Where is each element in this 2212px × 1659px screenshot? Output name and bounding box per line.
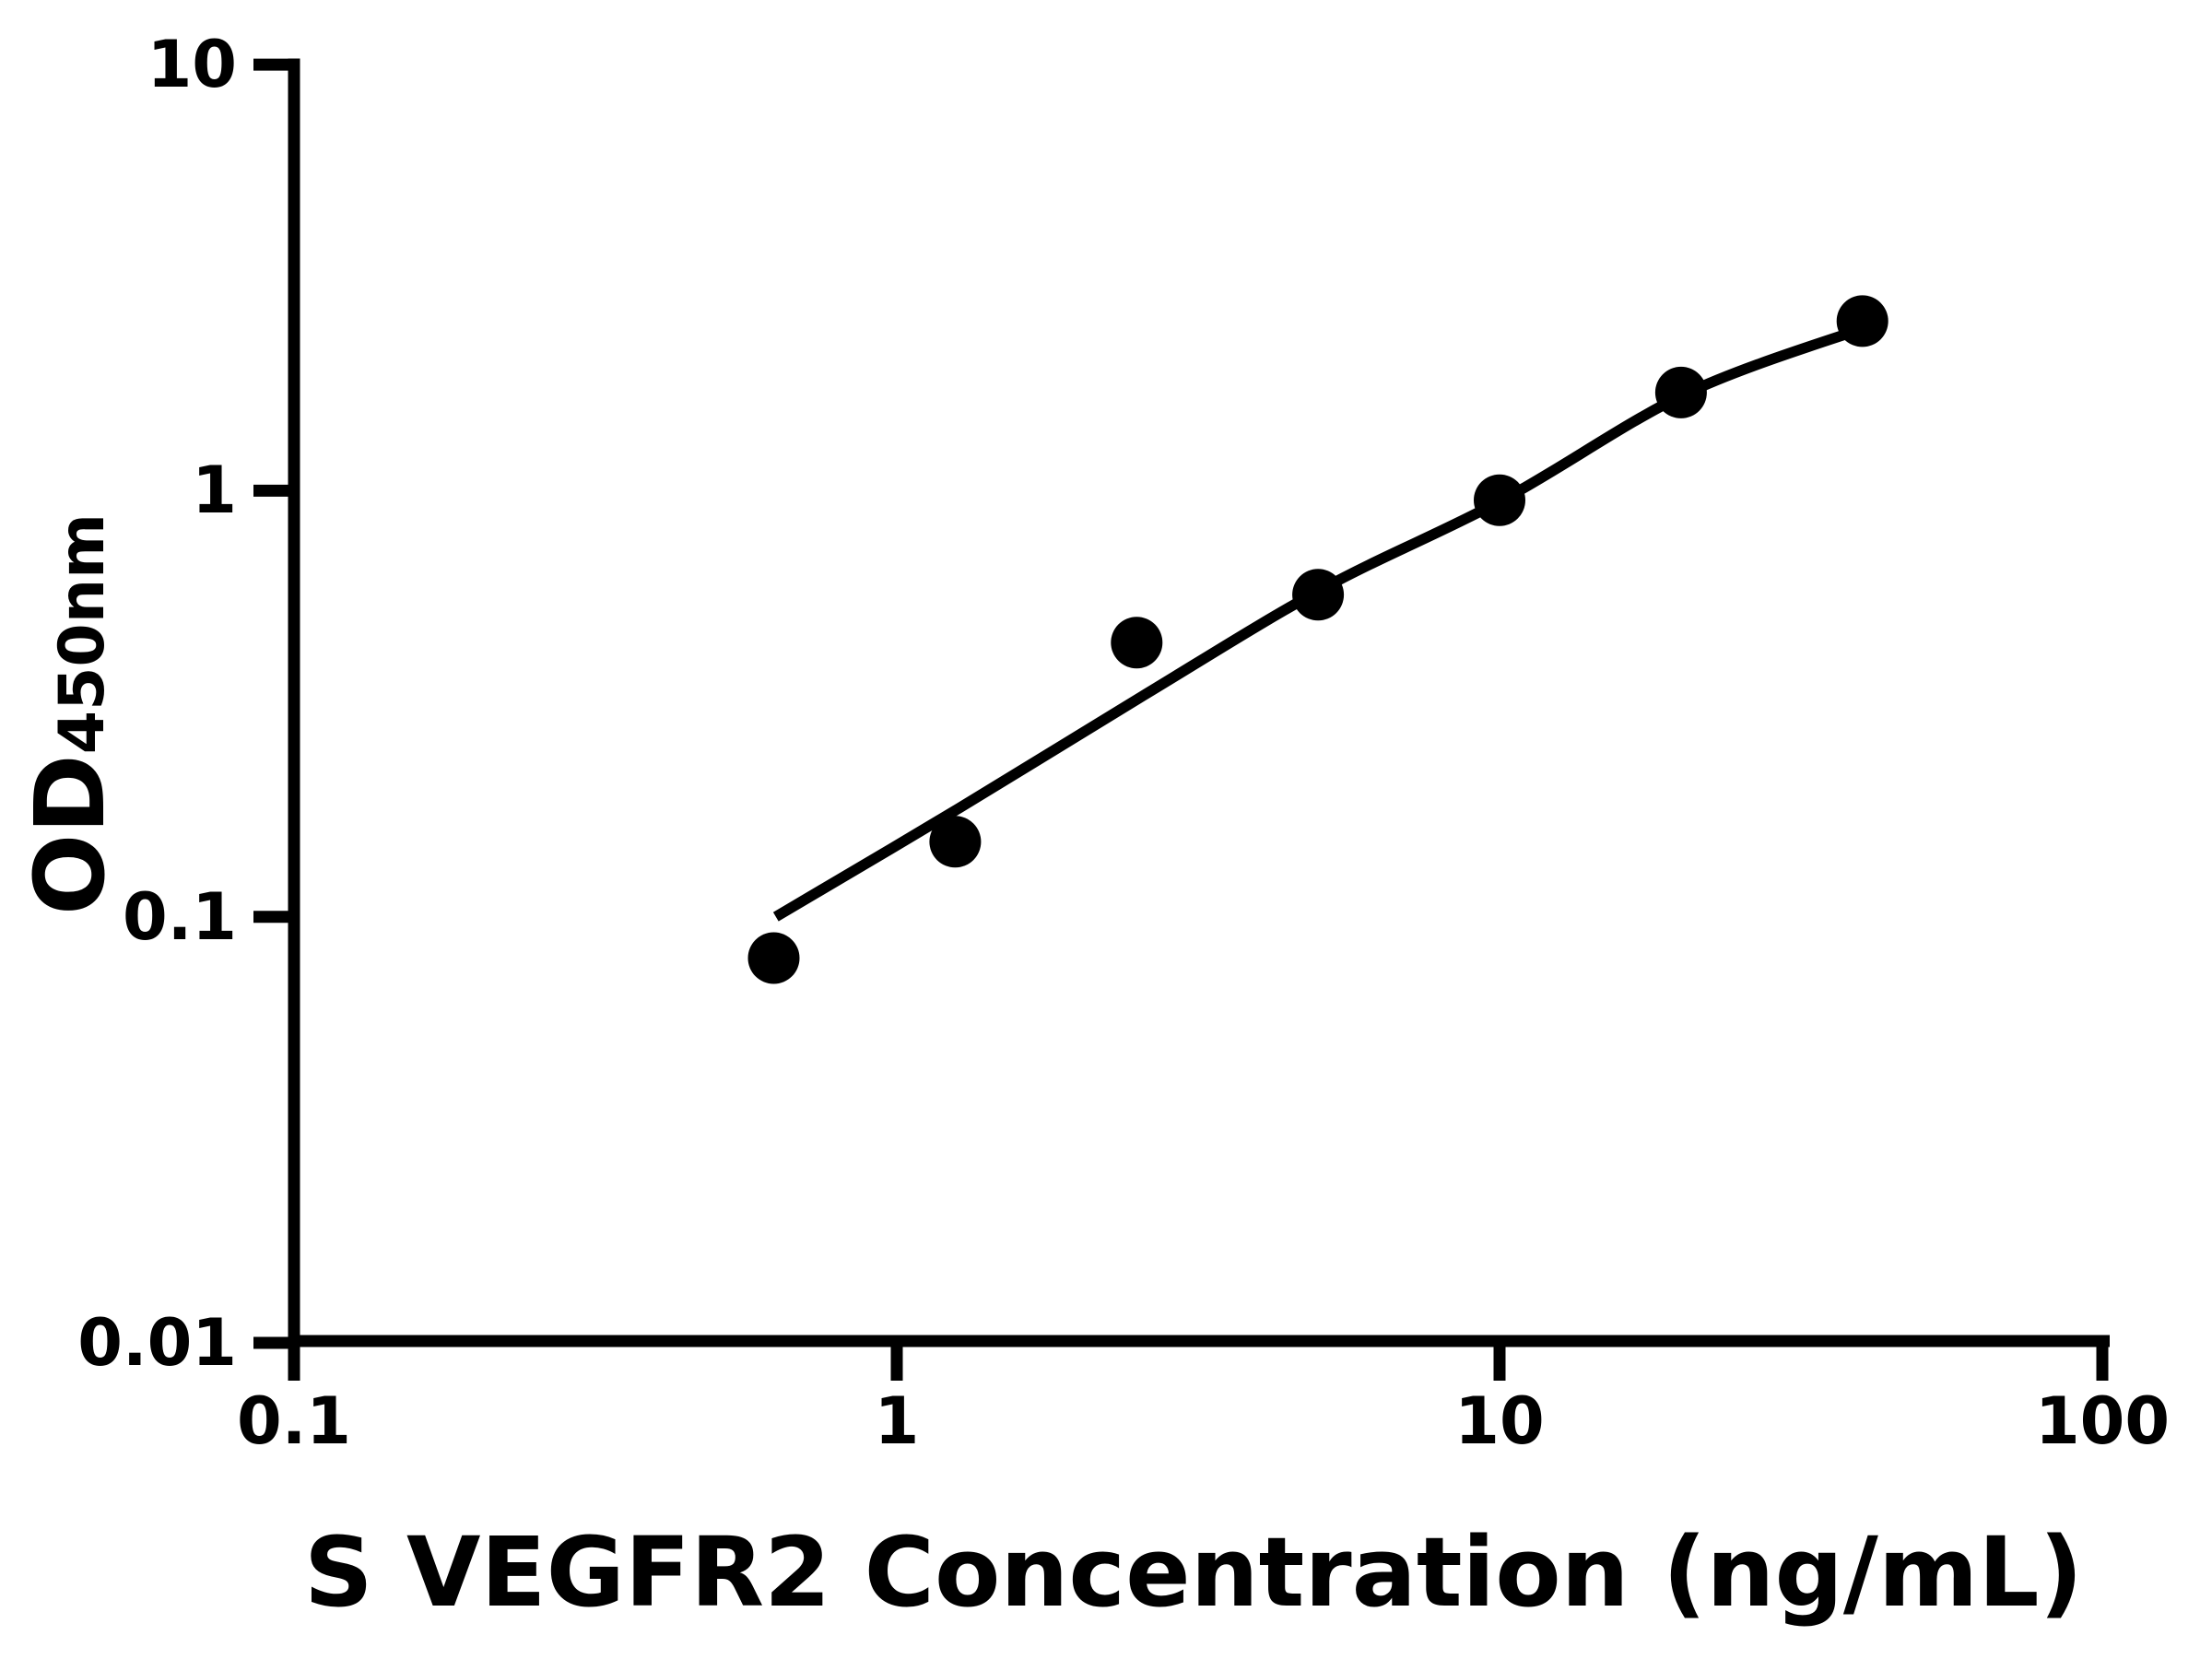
y-axis-title-subscript: 450nm xyxy=(46,513,119,755)
y-axis-title-main: OD xyxy=(14,754,126,915)
data-point xyxy=(929,816,982,868)
x-tick-label: 100 xyxy=(2034,1383,2171,1459)
data-point xyxy=(1654,366,1707,418)
y-axis-title: OD450nm xyxy=(14,513,126,915)
data-point xyxy=(1474,474,1525,526)
y-tick-label: 0.1 xyxy=(122,878,237,955)
x-axis-title: S VEGFR2 Concentration (ng/mL) xyxy=(303,1516,2084,1629)
x-tick-label: 0.1 xyxy=(236,1383,352,1459)
data-point xyxy=(1836,295,1888,347)
x-tick-label: 1 xyxy=(874,1383,920,1459)
y-tick-label: 10 xyxy=(147,27,237,103)
data-point xyxy=(1111,617,1163,669)
x-tick-label: 10 xyxy=(1454,1383,1545,1459)
y-axis-ticks xyxy=(253,58,294,1349)
y-tick-label: 0.01 xyxy=(77,1305,237,1381)
x-axis-ticks xyxy=(288,1341,2109,1381)
axes xyxy=(288,58,2110,1347)
y-tick-label: 1 xyxy=(192,453,237,529)
data-points xyxy=(747,295,1888,984)
data-point xyxy=(747,932,800,984)
data-point xyxy=(1292,569,1345,621)
